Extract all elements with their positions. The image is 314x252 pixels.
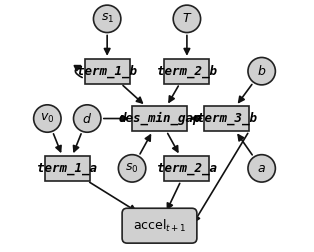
Circle shape	[173, 5, 201, 33]
Text: $T$: $T$	[182, 12, 192, 25]
FancyBboxPatch shape	[122, 208, 197, 243]
Text: $s_1$: $s_1$	[100, 12, 114, 25]
Text: $a$: $a$	[257, 162, 266, 175]
FancyArrowPatch shape	[74, 66, 82, 78]
FancyBboxPatch shape	[45, 156, 90, 181]
FancyBboxPatch shape	[204, 106, 249, 131]
FancyBboxPatch shape	[165, 156, 209, 181]
Text: term_3_b: term_3_b	[197, 112, 257, 125]
Text: term_1_b: term_1_b	[77, 65, 137, 78]
Circle shape	[248, 155, 275, 182]
FancyBboxPatch shape	[85, 59, 130, 84]
Circle shape	[248, 57, 275, 85]
Circle shape	[73, 105, 101, 132]
Text: $b$: $b$	[257, 64, 266, 78]
Circle shape	[118, 155, 146, 182]
Text: term_1_a: term_1_a	[37, 162, 97, 175]
Text: $s_0$: $s_0$	[125, 162, 139, 175]
Text: $\mathrm{accel}_{t+1}$: $\mathrm{accel}_{t+1}$	[133, 218, 186, 234]
Text: term_2_a: term_2_a	[157, 162, 217, 175]
FancyBboxPatch shape	[165, 59, 209, 84]
Text: $d$: $d$	[82, 112, 92, 125]
Text: $v_0$: $v_0$	[40, 112, 55, 125]
Text: term_2_b: term_2_b	[157, 65, 217, 78]
FancyBboxPatch shape	[132, 106, 187, 131]
Circle shape	[34, 105, 61, 132]
Circle shape	[94, 5, 121, 33]
Text: des_min_gap: des_min_gap	[118, 112, 201, 125]
